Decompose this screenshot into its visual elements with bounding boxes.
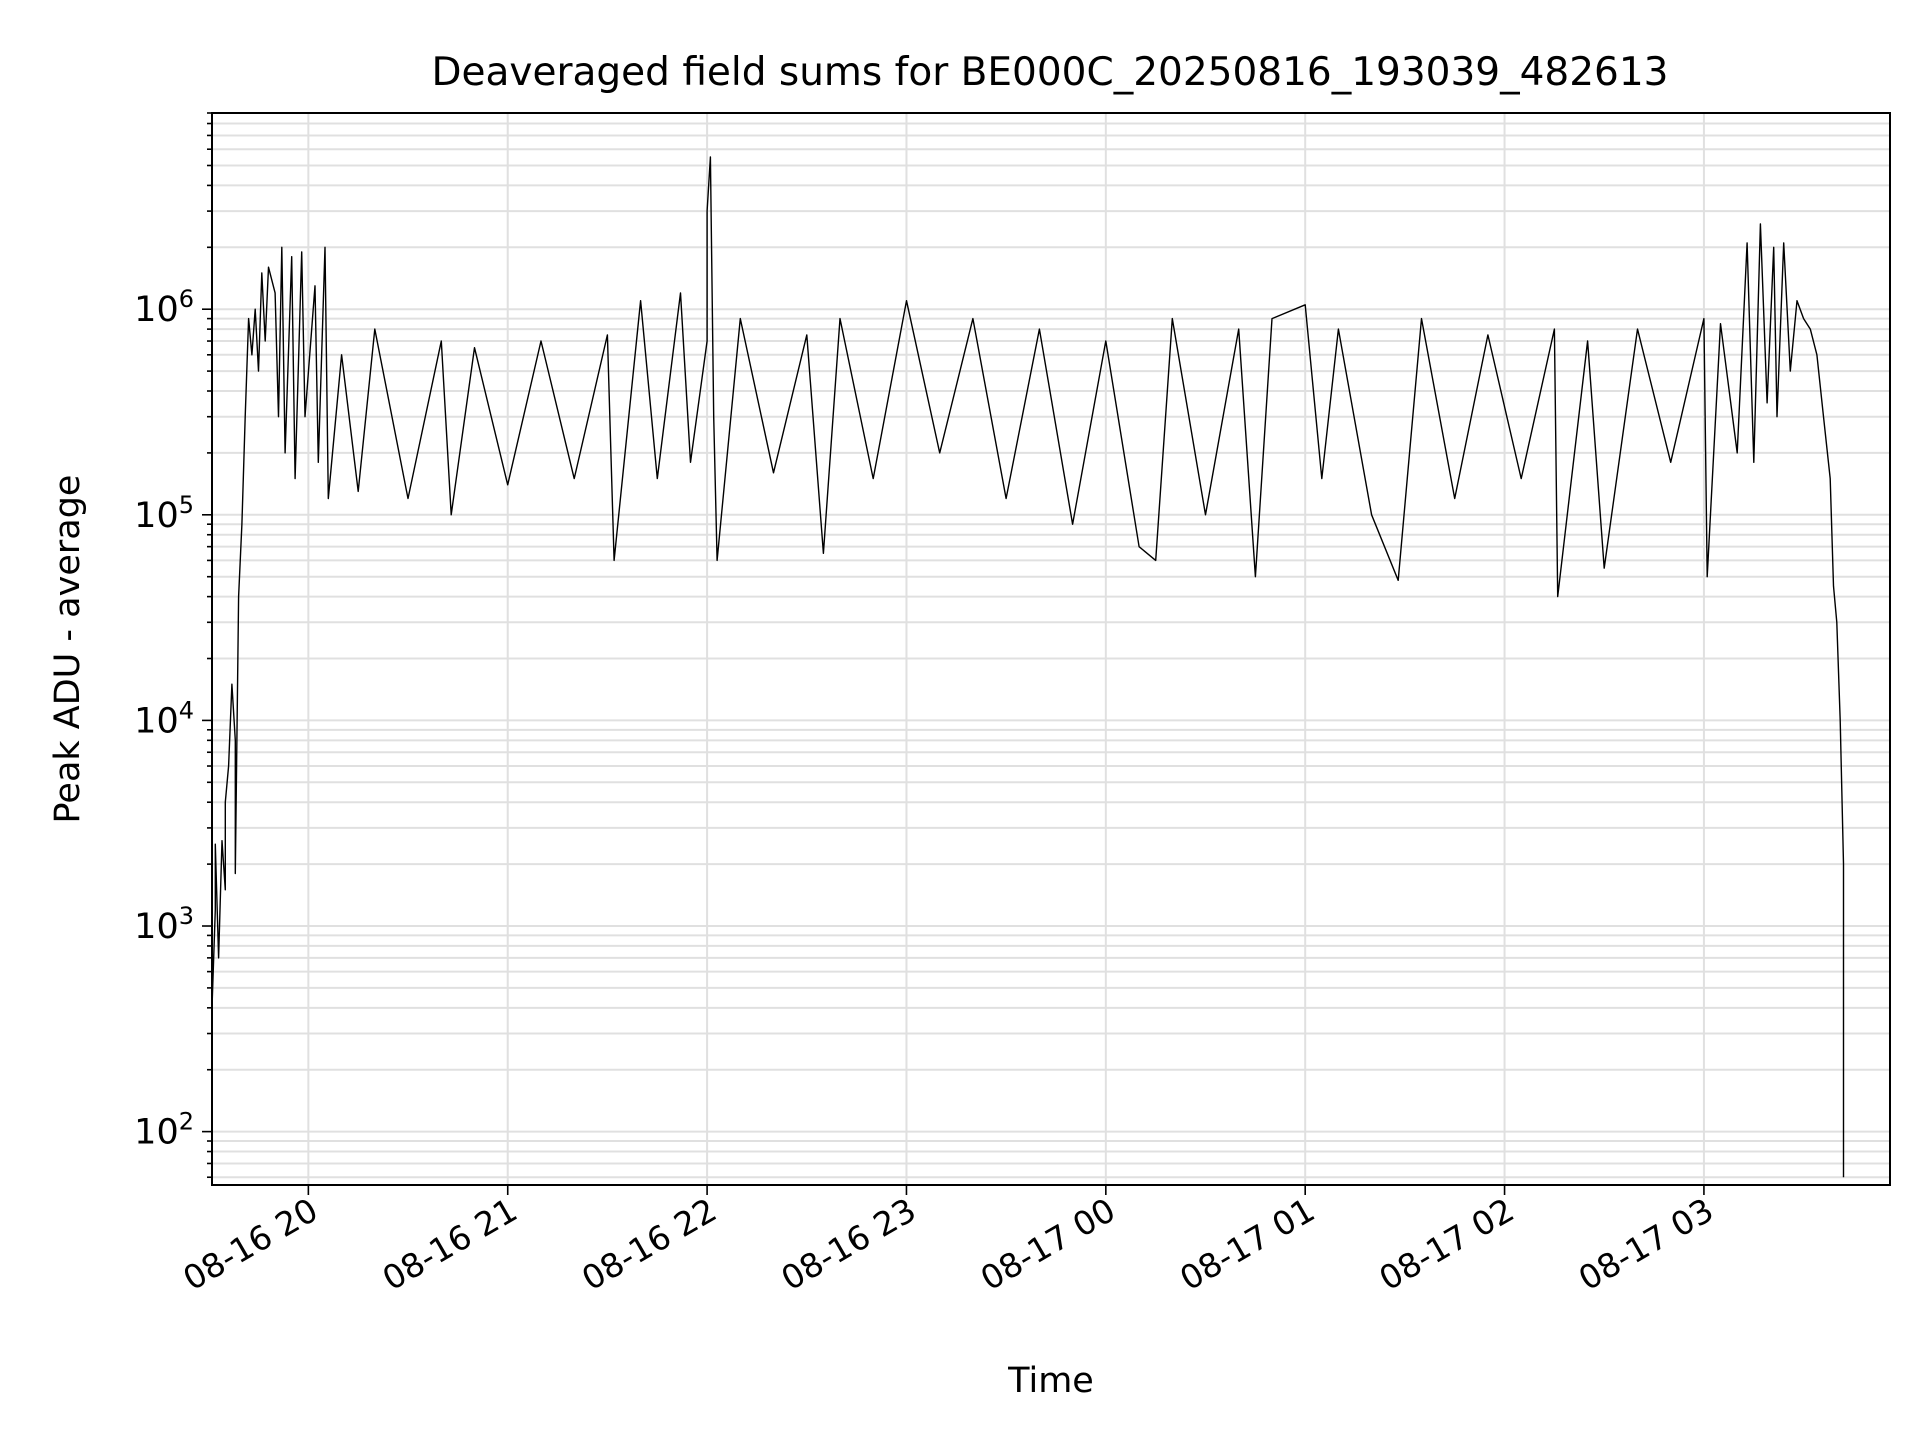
series-line-0: [211, 156, 1845, 1178]
y-tick-label: 102: [134, 1108, 194, 1153]
y-tick-label: 105: [134, 491, 194, 536]
x-axis-label: Time: [1007, 1361, 1094, 1401]
chart-title: Deaveraged field sums for BE000C_2025081…: [432, 50, 1669, 95]
y-axis-label: Peak ADU - average: [48, 475, 88, 824]
y-tick-label: 103: [134, 902, 194, 947]
grid: [212, 112, 1890, 1185]
series-layer: [211, 156, 1845, 1178]
y-tick-label: 106: [134, 285, 194, 330]
y-tick-label: 104: [134, 696, 194, 741]
plot-frame: [211, 112, 1891, 1186]
